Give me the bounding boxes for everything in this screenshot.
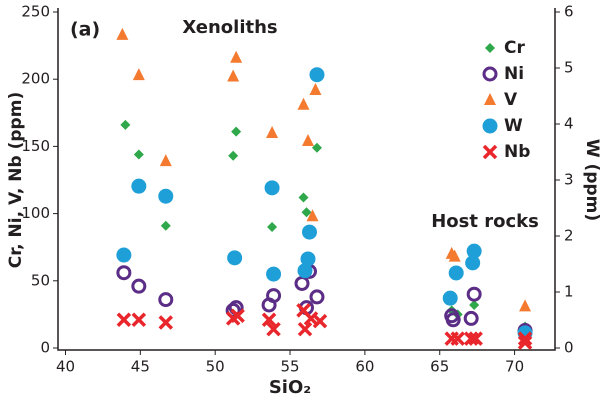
- point: [230, 50, 243, 63]
- point: [159, 154, 172, 167]
- point: [228, 150, 239, 161]
- y2-tick-label: 5: [564, 59, 574, 77]
- point: [261, 312, 277, 328]
- x-tick-label: 70: [505, 358, 524, 376]
- point: [116, 27, 129, 40]
- legend-marker: [482, 118, 498, 134]
- point: [297, 321, 313, 337]
- point: [301, 134, 314, 147]
- point: [266, 266, 282, 282]
- legend-label: Ni: [504, 64, 524, 84]
- point: [450, 331, 465, 346]
- point: [463, 331, 479, 346]
- point: [230, 308, 245, 323]
- point: [158, 292, 174, 308]
- point: [519, 299, 532, 312]
- y2-tick-label: 4: [564, 115, 574, 133]
- legend-marker: [482, 144, 498, 160]
- y2-tick-label: 6: [564, 3, 574, 21]
- y-axis-label: Cr, Ni, V, Nb (ppm): [6, 92, 26, 268]
- x-tick-label: 55: [280, 358, 299, 376]
- y-tick-label: 50: [31, 271, 50, 289]
- point: [116, 265, 132, 281]
- point: [227, 69, 240, 82]
- y2-tick-label: 2: [564, 227, 574, 245]
- point: [309, 289, 325, 305]
- point: [301, 207, 312, 218]
- annotation: Xenoliths: [182, 17, 277, 38]
- point: [264, 180, 280, 196]
- point: [158, 315, 174, 330]
- x-tick-label: 60: [355, 358, 374, 376]
- annotation: Host rocks: [431, 211, 539, 232]
- y2-axis-label: W (ppm): [582, 139, 602, 221]
- point: [266, 125, 279, 138]
- point: [469, 299, 480, 310]
- point: [158, 188, 174, 204]
- y-tick-label: 150: [21, 137, 50, 155]
- point: [227, 250, 243, 266]
- point: [448, 249, 461, 262]
- point: [266, 321, 281, 337]
- point: [448, 265, 464, 281]
- legend-label: W: [504, 116, 523, 136]
- point: [266, 288, 282, 304]
- y2-tick-label: 3: [564, 171, 574, 189]
- legend-marker: [482, 66, 498, 82]
- point: [465, 255, 481, 271]
- y2-tick-label: 0: [564, 339, 574, 357]
- point: [312, 313, 328, 329]
- point: [131, 178, 147, 194]
- axis-frame: [57, 8, 556, 351]
- legend-label: Nb: [504, 142, 530, 162]
- y2-tick-label: 1: [564, 283, 574, 301]
- point: [120, 119, 131, 130]
- point: [160, 220, 171, 231]
- x-axis-label: SiO₂: [269, 377, 311, 398]
- point: [116, 312, 132, 328]
- x-tick-label: 50: [206, 358, 225, 376]
- point: [309, 67, 325, 83]
- legend-label: V: [504, 90, 518, 110]
- y-tick-label: 200: [21, 70, 50, 88]
- x-tick-label: 45: [131, 358, 150, 376]
- legend-marker: [484, 93, 496, 105]
- point: [466, 286, 482, 302]
- point: [463, 310, 479, 326]
- point: [309, 82, 322, 95]
- legend-label: Cr: [504, 38, 525, 58]
- point: [466, 243, 482, 259]
- point: [133, 149, 144, 160]
- point: [231, 126, 242, 137]
- point: [132, 68, 145, 81]
- point: [311, 142, 322, 153]
- x-tick-label: 40: [56, 358, 75, 376]
- point: [442, 290, 458, 306]
- point: [517, 331, 533, 346]
- point: [468, 331, 483, 346]
- point: [297, 97, 310, 110]
- y-tick-label: 250: [21, 3, 50, 21]
- point: [116, 247, 132, 263]
- point: [517, 335, 533, 350]
- y-tick-label: 0: [40, 339, 50, 357]
- point: [267, 222, 278, 233]
- point: [297, 263, 313, 279]
- x-tick-label: 65: [430, 358, 449, 376]
- y-tick-label: 100: [21, 204, 50, 222]
- point: [131, 312, 147, 328]
- point: [294, 275, 310, 291]
- point: [301, 224, 317, 240]
- point: [131, 278, 147, 294]
- point: [306, 209, 319, 222]
- point: [445, 312, 461, 328]
- point: [298, 192, 309, 203]
- legend-marker: [485, 43, 495, 53]
- point: [300, 251, 316, 267]
- panel-label: (a): [70, 19, 100, 41]
